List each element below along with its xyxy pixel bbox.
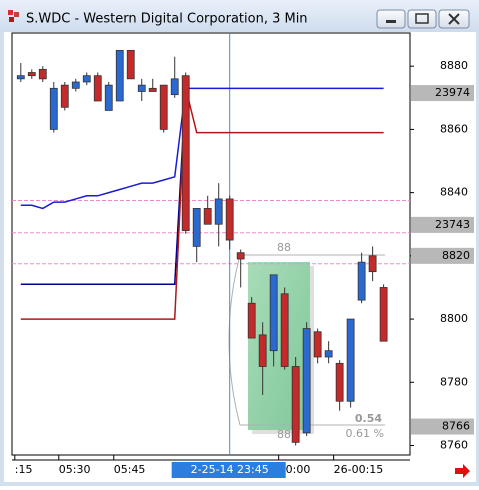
price-marker-box <box>411 418 474 435</box>
price-marker-box <box>411 216 474 233</box>
y-tick-label: 8780 <box>440 375 468 388</box>
candle-body <box>148 87 157 92</box>
window-icon <box>8 10 19 22</box>
window-title: S.WDC - Western Digital Corporation, 3 M… <box>26 12 308 27</box>
indicator-line <box>20 87 384 210</box>
candle-body <box>214 198 223 225</box>
candle-body <box>357 261 366 301</box>
x-tick-label: 26-00:15 <box>334 463 384 476</box>
candle-body <box>93 75 102 102</box>
candle-body <box>258 334 267 367</box>
candle-body <box>247 302 256 339</box>
restore-button[interactable] <box>407 9 437 29</box>
candle-body <box>60 84 69 108</box>
y-tick-label: 8760 <box>440 439 468 452</box>
candle-body <box>269 274 278 352</box>
candle-body <box>280 293 289 367</box>
candle-body <box>335 362 344 402</box>
candle-body <box>346 318 355 402</box>
candle-body <box>291 366 300 443</box>
candle-body <box>324 350 333 358</box>
indicator-line <box>20 88 187 286</box>
price-marker-box <box>411 85 474 102</box>
x-tick-label: 00:00 <box>279 463 311 476</box>
candle-body <box>82 75 91 83</box>
candle-body <box>170 78 179 96</box>
candle-body <box>368 255 377 273</box>
candle-body <box>192 208 201 247</box>
candle-body <box>16 75 25 80</box>
indicator-line <box>20 88 384 320</box>
y-tick-label: 8880 <box>440 59 468 72</box>
x-tick-label: :15 <box>15 463 33 476</box>
plot <box>12 33 410 455</box>
x-tick-label: 05:45 <box>114 463 146 476</box>
price-marker-label: 8820 <box>442 249 470 262</box>
candle-body <box>313 331 322 358</box>
candle-body <box>236 252 245 260</box>
price-marker-box <box>411 247 474 264</box>
measure-percent: 0.61 % <box>346 427 384 440</box>
plot-area <box>11 32 411 456</box>
measure-change: 0.54 <box>355 412 382 425</box>
candle-body <box>27 72 36 77</box>
crosshair-time-box <box>171 462 286 478</box>
y-tick-label: 8860 <box>440 122 468 135</box>
x-tick-label: 05:30 <box>59 463 91 476</box>
candle-body <box>38 68 47 80</box>
y-tick-label: 8840 <box>440 186 468 199</box>
candle-body <box>104 84 113 111</box>
price-marker-label: 23743 <box>435 218 470 231</box>
candle-body <box>379 287 388 342</box>
candle-body <box>71 81 80 89</box>
candle-body <box>181 75 190 231</box>
candle-body <box>137 84 146 92</box>
scroll-arrow[interactable] <box>455 464 470 478</box>
price-marker-label: 23974 <box>435 86 470 99</box>
measure-bottom-label: 88 <box>277 428 291 441</box>
candle-body <box>115 49 124 102</box>
close-button[interactable] <box>438 9 470 29</box>
candle-body <box>159 84 168 130</box>
candle-body <box>225 198 234 241</box>
candle-body <box>203 208 212 225</box>
candle-body <box>49 87 58 130</box>
measure-top-label: 88 <box>277 241 291 254</box>
candle-body <box>302 328 311 434</box>
y-tick-label: 8800 <box>440 312 468 325</box>
crosshair-time-label: 2-25-14 23:45 <box>191 463 269 476</box>
candle-body <box>126 49 135 80</box>
price-marker-label: 8766 <box>442 420 470 433</box>
minimize-button[interactable] <box>376 9 406 29</box>
